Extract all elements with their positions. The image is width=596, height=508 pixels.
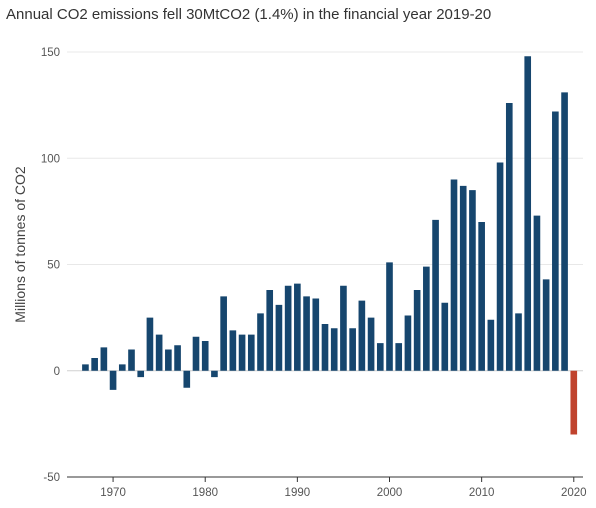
bar [201,341,209,371]
bar [294,283,301,371]
bar [183,370,191,388]
bar [192,336,200,371]
gridlines [67,51,583,478]
bar [561,92,568,371]
bar [524,56,532,371]
bar [220,296,227,371]
y-tick-label: 0 [54,366,60,378]
y-tick-label: -50 [43,472,60,484]
bar [211,370,218,378]
bar [515,313,522,371]
bar [91,358,98,371]
bar [137,370,145,378]
bar [376,343,384,371]
y-tick-label: 50 [47,260,60,272]
bar [459,185,467,371]
bar [450,179,458,371]
bar [469,190,476,371]
bars [82,56,578,435]
bar [146,317,154,371]
bar [303,296,310,371]
bar [330,328,338,371]
bar [367,317,375,371]
bar [174,345,181,371]
bar [478,222,485,371]
x-tick-label: 1990 [285,487,311,499]
x-tick-label: 1980 [192,487,218,499]
bar [247,334,255,371]
bar [432,219,439,371]
bar [552,111,559,371]
bar [496,162,504,371]
y-axis-label: Millions of tonnes of CO2 [12,166,28,323]
bar [423,266,430,371]
bar [340,285,347,371]
bar [257,313,264,371]
y-tick-label: 150 [41,47,60,59]
bar [321,324,329,371]
bar [275,304,283,371]
bar [238,334,246,371]
bar [441,302,449,371]
x-axis-ticks: 1970 1980 1990 2000 2010 2020 [100,477,587,499]
bar [349,328,356,371]
bar [155,334,163,371]
x-tick-label: 2020 [561,487,587,499]
bar [284,285,292,371]
bar [165,349,172,371]
bar [542,279,550,371]
y-axis-ticks: -50 0 50 100 150 [41,47,60,484]
chart-title: Annual CO2 emissions fell 30MtCO2 (1.4%)… [6,6,492,23]
x-tick-label: 1970 [100,487,126,499]
x-tick-label: 2010 [469,487,495,499]
bar [358,300,366,371]
bar-highlight [570,370,578,435]
bar [82,364,89,371]
bar [312,298,320,371]
bar [109,370,117,390]
bar [413,290,421,371]
x-tick-label: 2000 [377,487,403,499]
bar [266,290,274,371]
bar [128,349,135,371]
bar [505,103,513,371]
bar [395,343,403,371]
bar [100,347,108,371]
bar [118,364,126,371]
bar [386,262,393,371]
bar [404,315,412,371]
y-tick-label: 100 [41,153,60,165]
bar [533,215,541,371]
bar [487,319,495,371]
bar [229,330,237,371]
